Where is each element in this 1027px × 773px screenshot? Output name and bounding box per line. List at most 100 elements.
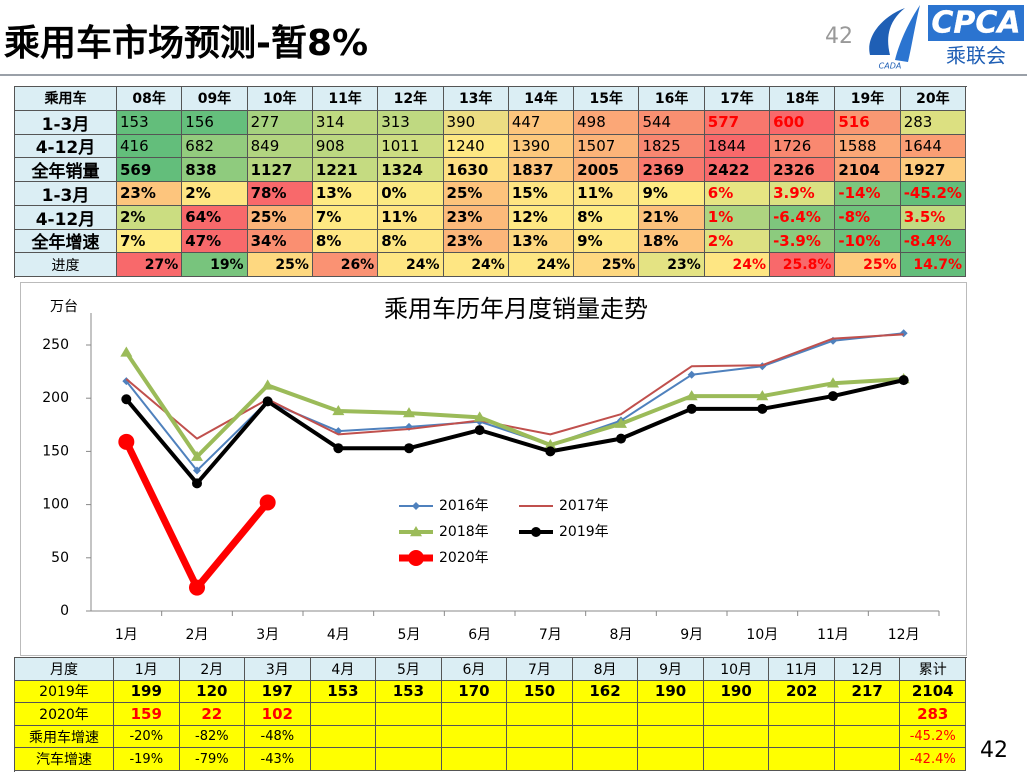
value-cell	[507, 703, 573, 726]
x-tick-label: 9月	[680, 627, 703, 643]
marker	[120, 346, 133, 357]
value-cell: 447	[508, 110, 575, 135]
value-cell: 1127	[247, 158, 313, 182]
value-cell: -10%	[835, 229, 901, 254]
x-tick-label: 12月	[888, 627, 920, 643]
value-cell	[441, 748, 508, 771]
value-cell: -48%	[245, 725, 311, 749]
marker	[410, 526, 422, 537]
value-cell: 162	[572, 680, 639, 704]
value-cell: 7%	[312, 205, 379, 230]
value-cell: 170	[441, 680, 508, 704]
value-cell: 0%	[378, 182, 444, 206]
value-cell	[572, 703, 639, 726]
page-number: 42	[980, 738, 1008, 763]
series-line	[124, 351, 904, 459]
marker	[898, 375, 909, 386]
row-label: 2019年	[15, 680, 114, 704]
value-cell: 22	[179, 703, 246, 726]
row-label: 汽车增速	[15, 748, 114, 771]
value-cell: -8%	[835, 205, 901, 230]
value-cell: 9%	[639, 182, 705, 206]
value-cell	[441, 725, 508, 749]
value-cell: -45.2%	[900, 182, 966, 206]
marker	[262, 396, 273, 407]
row-label: 1-3月	[15, 182, 117, 206]
value-cell	[376, 748, 442, 771]
marker	[685, 390, 698, 401]
title-bar	[0, 0, 1027, 76]
series-line	[124, 378, 905, 486]
value-cell	[310, 703, 377, 726]
value-cell: 26%	[312, 253, 379, 277]
value-cell: 15%	[508, 182, 575, 206]
value-cell: 1837	[508, 158, 575, 182]
value-cell: -43%	[245, 748, 311, 771]
value-cell: 682	[182, 134, 248, 159]
value-cell: 2104	[835, 158, 901, 182]
header-cell: 10月	[703, 658, 770, 681]
value-cell: 159	[114, 703, 180, 726]
row-label: 1-3月	[15, 110, 117, 135]
value-cell: 577	[704, 110, 771, 135]
marker	[828, 391, 838, 402]
value-cell	[769, 725, 835, 749]
value-cell	[703, 725, 770, 749]
value-cell: 908	[312, 134, 379, 159]
value-cell: 2%	[117, 205, 183, 230]
value-cell: 2422	[704, 158, 771, 182]
value-cell: 190	[703, 680, 770, 704]
value-cell: 2%	[182, 182, 248, 206]
y-tick-label: 50	[51, 550, 69, 566]
value-cell: 78%	[247, 182, 313, 206]
header-cell: 2月	[179, 658, 246, 681]
value-cell	[769, 703, 835, 726]
y-axis-label: 万台	[50, 299, 78, 315]
row-label: 全年销量	[15, 158, 117, 182]
marker	[334, 427, 343, 436]
x-tick-label: 10月	[746, 627, 778, 643]
value-cell: 21%	[639, 205, 705, 230]
legend-label: 2018年	[439, 524, 489, 540]
value-cell: 25%	[443, 182, 509, 206]
marker	[899, 329, 908, 338]
row-label: 2020年	[15, 703, 114, 726]
marker	[544, 439, 557, 450]
header-cell: 乘用车	[15, 87, 117, 111]
header-cell: 12年	[378, 87, 444, 111]
x-tick-label: 8月	[610, 627, 633, 643]
value-cell	[703, 703, 770, 726]
marker	[191, 450, 203, 461]
y-tick-label: 0	[60, 603, 69, 619]
value-cell: 3.5%	[900, 205, 966, 230]
value-cell: 838	[182, 158, 248, 182]
value-cell: 11%	[378, 205, 444, 230]
header-cell: 6月	[441, 658, 508, 681]
header-cell: 11年	[312, 87, 379, 111]
value-cell: 23%	[443, 229, 509, 254]
marker	[473, 411, 486, 422]
header-cell: 4月	[310, 658, 377, 681]
series-line	[125, 333, 904, 440]
value-cell: 3.9%	[770, 182, 836, 206]
value-cell: 8%	[378, 229, 444, 254]
value-cell: 153	[310, 680, 377, 704]
monthly-table: 月度 1月 2月 3月 4月 5月 6月 7月 8月 9月 10月 11月 12月 累计 2019年 199 1…	[14, 657, 967, 772]
value-cell	[507, 748, 573, 771]
value-cell: 23%	[639, 253, 705, 277]
header-cell: 20年	[900, 87, 966, 111]
value-cell: 217	[834, 680, 901, 704]
slide-title: 乘用车市场预测-暂8%	[4, 23, 369, 64]
x-tick-label: 11月	[817, 627, 849, 643]
value-cell: 150	[507, 680, 573, 704]
value-cell	[769, 748, 835, 771]
value-cell: -6.4%	[770, 205, 836, 230]
series-line	[123, 440, 271, 592]
marker	[827, 377, 839, 388]
header-cell: 1月	[114, 658, 180, 681]
value-cell: 34%	[247, 229, 313, 254]
header-cell: 14年	[508, 87, 575, 111]
x-tick-label: 7月	[539, 627, 562, 643]
value-cell	[376, 703, 442, 726]
legend-label: 2017年	[559, 498, 609, 514]
